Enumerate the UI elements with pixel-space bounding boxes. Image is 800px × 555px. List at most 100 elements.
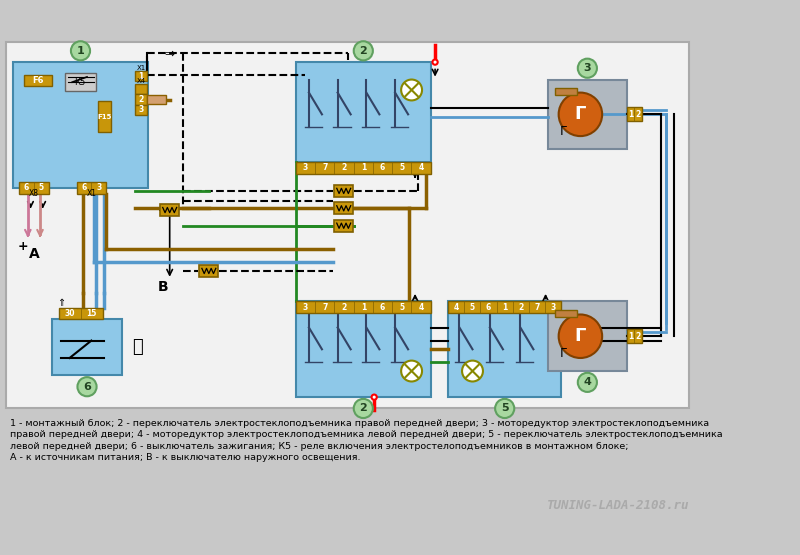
Text: Г: Г bbox=[574, 327, 586, 345]
Text: 4: 4 bbox=[418, 302, 424, 311]
Bar bbox=[334, 202, 354, 214]
Text: левой передней двери; 6 - выключатель зажигания; К5 - реле включения электростел: левой передней двери; 6 - выключатель за… bbox=[10, 442, 629, 451]
Bar bbox=[199, 265, 218, 277]
Text: X1: X1 bbox=[86, 189, 96, 198]
Bar bbox=[160, 204, 179, 216]
Text: 3: 3 bbox=[138, 105, 143, 114]
Text: 3: 3 bbox=[96, 183, 102, 193]
Circle shape bbox=[558, 93, 602, 136]
Text: X4: X4 bbox=[138, 78, 146, 84]
Text: 1: 1 bbox=[361, 163, 366, 173]
Bar bbox=[296, 301, 430, 312]
Text: 6: 6 bbox=[82, 183, 86, 193]
Bar bbox=[548, 301, 626, 371]
Bar bbox=[135, 71, 147, 81]
Text: 5: 5 bbox=[470, 302, 475, 311]
Text: X1: X1 bbox=[138, 65, 146, 71]
Text: ⇑: ⇑ bbox=[58, 298, 66, 308]
Bar bbox=[296, 301, 430, 397]
Text: 15: 15 bbox=[86, 309, 97, 317]
Circle shape bbox=[371, 395, 377, 400]
Text: 5: 5 bbox=[38, 183, 44, 193]
Bar bbox=[66, 73, 96, 91]
Bar bbox=[555, 88, 577, 95]
Text: 30: 30 bbox=[65, 309, 75, 317]
Circle shape bbox=[495, 399, 514, 418]
Text: 5: 5 bbox=[399, 163, 404, 173]
Text: 5: 5 bbox=[399, 302, 404, 311]
Text: 7: 7 bbox=[534, 302, 540, 311]
Text: 6: 6 bbox=[83, 382, 91, 392]
Text: 1: 1 bbox=[628, 110, 633, 119]
Circle shape bbox=[558, 315, 602, 358]
Text: 2: 2 bbox=[342, 302, 346, 311]
Text: Г: Г bbox=[560, 347, 568, 360]
Text: +: + bbox=[18, 240, 28, 253]
Bar bbox=[135, 105, 147, 115]
Text: 3: 3 bbox=[583, 63, 591, 73]
Text: правой передней двери; 4 - моторедуктор электростеклоподъемника левой передней д: правой передней двери; 4 - моторедуктор … bbox=[10, 430, 723, 439]
Circle shape bbox=[354, 41, 373, 60]
Text: 2: 2 bbox=[636, 332, 641, 341]
Bar bbox=[626, 107, 642, 122]
Bar bbox=[296, 162, 430, 174]
Text: 5: 5 bbox=[501, 403, 509, 413]
Text: 6: 6 bbox=[380, 163, 385, 173]
Circle shape bbox=[462, 361, 483, 381]
Bar bbox=[334, 220, 354, 232]
Bar bbox=[77, 182, 106, 194]
Text: К5: К5 bbox=[74, 78, 86, 87]
Bar bbox=[626, 329, 642, 343]
Text: F15: F15 bbox=[98, 114, 112, 119]
Bar bbox=[448, 301, 562, 312]
Text: А - к источникам питания; В - к выключателю наружного освещения.: А - к источникам питания; В - к выключат… bbox=[10, 453, 361, 462]
Bar bbox=[13, 62, 148, 188]
Bar bbox=[555, 310, 577, 317]
Text: B: B bbox=[158, 280, 168, 294]
Circle shape bbox=[578, 373, 597, 392]
Text: 3: 3 bbox=[550, 302, 556, 311]
Text: A: A bbox=[30, 246, 40, 260]
Circle shape bbox=[401, 79, 422, 100]
Text: 1: 1 bbox=[138, 72, 143, 80]
Text: 2: 2 bbox=[359, 403, 367, 413]
Bar bbox=[448, 301, 562, 397]
Text: 🔑: 🔑 bbox=[132, 338, 143, 356]
Circle shape bbox=[433, 59, 438, 65]
Text: ⇒: ⇒ bbox=[165, 48, 175, 61]
Text: TUNING-LADA-2108.ru: TUNING-LADA-2108.ru bbox=[546, 499, 689, 512]
Text: F6: F6 bbox=[33, 77, 44, 85]
Text: 7: 7 bbox=[322, 302, 327, 311]
Bar bbox=[135, 84, 147, 94]
Text: 3: 3 bbox=[303, 302, 308, 311]
Bar bbox=[98, 102, 110, 132]
Text: 4: 4 bbox=[583, 377, 591, 387]
Bar bbox=[52, 319, 122, 375]
Text: 2: 2 bbox=[359, 46, 367, 56]
Circle shape bbox=[578, 59, 597, 78]
Bar bbox=[6, 42, 689, 407]
Text: 1: 1 bbox=[77, 46, 84, 56]
Circle shape bbox=[78, 377, 97, 396]
Text: 7: 7 bbox=[322, 163, 327, 173]
Circle shape bbox=[354, 399, 373, 418]
Bar bbox=[24, 75, 52, 87]
Text: Г: Г bbox=[574, 105, 586, 123]
Text: X8: X8 bbox=[29, 189, 39, 198]
Text: 2: 2 bbox=[342, 163, 346, 173]
Text: 6: 6 bbox=[380, 302, 385, 311]
Bar bbox=[19, 182, 49, 194]
Text: 1: 1 bbox=[502, 302, 507, 311]
Bar bbox=[59, 307, 102, 319]
Text: 4: 4 bbox=[454, 302, 459, 311]
Text: 1: 1 bbox=[361, 302, 366, 311]
Circle shape bbox=[401, 361, 422, 381]
Text: 3: 3 bbox=[303, 163, 308, 173]
Text: 1: 1 bbox=[628, 332, 633, 341]
Text: 2: 2 bbox=[518, 302, 523, 311]
Text: 4: 4 bbox=[418, 163, 424, 173]
Bar bbox=[548, 79, 626, 149]
Text: Г: Г bbox=[560, 125, 568, 138]
Text: 6: 6 bbox=[486, 302, 491, 311]
Text: 6: 6 bbox=[24, 183, 29, 193]
